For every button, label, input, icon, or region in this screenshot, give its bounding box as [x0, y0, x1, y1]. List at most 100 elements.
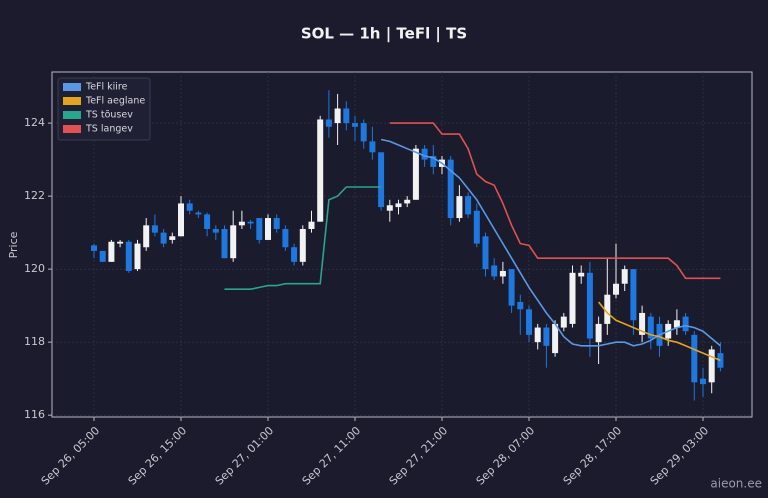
candle-body — [586, 272, 593, 339]
candle-body — [273, 218, 280, 229]
candle-body — [134, 243, 141, 270]
candle-body — [412, 148, 419, 200]
legend-label: TS tõusev — [85, 110, 133, 121]
candle-body — [186, 203, 193, 211]
candle-body — [238, 221, 245, 226]
candle-body — [630, 269, 637, 321]
candle-body — [178, 203, 184, 237]
candle-body — [108, 241, 115, 262]
candle-body — [517, 302, 524, 310]
y-tick-label: 120 — [24, 262, 45, 275]
y-axis-label: Price — [7, 231, 20, 258]
candle-body — [621, 269, 628, 284]
candle-body — [456, 196, 463, 219]
legend-swatch — [63, 83, 81, 91]
candle-body — [378, 152, 385, 208]
candle-body — [317, 119, 324, 222]
candle-body — [639, 312, 646, 335]
y-tick-label: 124 — [24, 116, 45, 129]
candle-body — [386, 205, 393, 211]
indicator-line — [224, 186, 382, 290]
candle-body — [465, 196, 472, 215]
x-tick-label: Sep 27, 01:00 — [213, 424, 277, 488]
candle-body — [160, 232, 167, 244]
x-tick-label: Sep 28, 07:00 — [474, 424, 538, 488]
x-tick-label: Sep 28, 17:00 — [561, 424, 625, 488]
x-tick-label: Sep 26, 15:00 — [126, 424, 190, 488]
candle-body — [691, 334, 698, 383]
indicator-line — [389, 122, 721, 280]
candle-body — [647, 316, 654, 339]
candle-body — [325, 119, 332, 127]
y-tick-label: 122 — [24, 189, 45, 202]
candle-body — [700, 378, 706, 385]
candle-body — [352, 123, 358, 127]
plot-area — [51, 71, 753, 418]
candle-body — [151, 225, 158, 233]
candle-body — [125, 241, 132, 271]
candle-body — [421, 148, 428, 160]
candle-body — [526, 309, 532, 335]
x-tick-label: Sep 27, 21:00 — [387, 424, 451, 488]
candle-body — [143, 225, 150, 248]
candle-body — [578, 272, 585, 277]
x-tick-label: Sep 29, 03:00 — [648, 424, 712, 488]
candle-body — [499, 270, 506, 277]
candle-body — [534, 327, 541, 343]
indicator-line — [597, 301, 721, 362]
y-tick-label: 118 — [24, 335, 45, 348]
candle-body — [117, 241, 124, 244]
legend-box — [57, 77, 151, 141]
legend-label: TeFl kiire — [85, 82, 128, 93]
candle-body — [473, 210, 480, 244]
x-tick-label: Sep 27, 11:00 — [300, 424, 364, 488]
candle-body — [99, 250, 106, 262]
legend-swatch — [63, 111, 81, 119]
legend-swatch — [63, 97, 81, 105]
candle-body — [334, 108, 341, 124]
candle-body — [169, 236, 176, 240]
candle-body — [613, 283, 619, 295]
x-tick-label: Sep 26, 05:00 — [39, 424, 103, 488]
candle-body — [508, 269, 515, 306]
candle-body — [308, 221, 315, 229]
candle-body — [265, 218, 271, 240]
candle-body — [395, 203, 402, 208]
candle-body — [247, 221, 254, 224]
candle-body — [212, 228, 219, 233]
candle-body — [221, 228, 228, 259]
candle-body — [430, 155, 437, 167]
candle-body — [673, 320, 680, 328]
candle-body — [360, 123, 367, 142]
candle-body — [604, 294, 611, 324]
candle-body — [404, 199, 411, 204]
legend-label: TS langev — [85, 124, 133, 135]
candle-body — [717, 353, 724, 368]
candle-body — [569, 272, 576, 324]
candle-body — [91, 245, 97, 251]
candle-body — [447, 159, 454, 219]
chart-title: SOL — 1h | TeFl | TS — [301, 25, 467, 44]
candle-body — [195, 212, 202, 215]
candle-body — [256, 218, 263, 240]
candle-body — [543, 327, 550, 346]
candle-body — [491, 265, 498, 277]
candle-body — [560, 316, 567, 328]
candle-body — [230, 225, 237, 259]
candle-body — [482, 236, 489, 270]
candle-body — [682, 316, 689, 332]
candle-body — [282, 228, 289, 248]
watermark: aieon.ee — [710, 477, 762, 491]
candle-body — [552, 323, 559, 354]
candle-body — [595, 323, 602, 343]
y-tick-label: 116 — [24, 408, 45, 421]
candle-body — [708, 349, 715, 383]
legend-swatch — [63, 125, 81, 133]
candle-body — [299, 228, 306, 262]
candle-body — [291, 247, 298, 262]
candle-body — [369, 141, 376, 153]
indicator-line — [380, 138, 721, 347]
legend-label: TeFl aeglane — [85, 96, 145, 107]
candle-body — [204, 214, 211, 229]
